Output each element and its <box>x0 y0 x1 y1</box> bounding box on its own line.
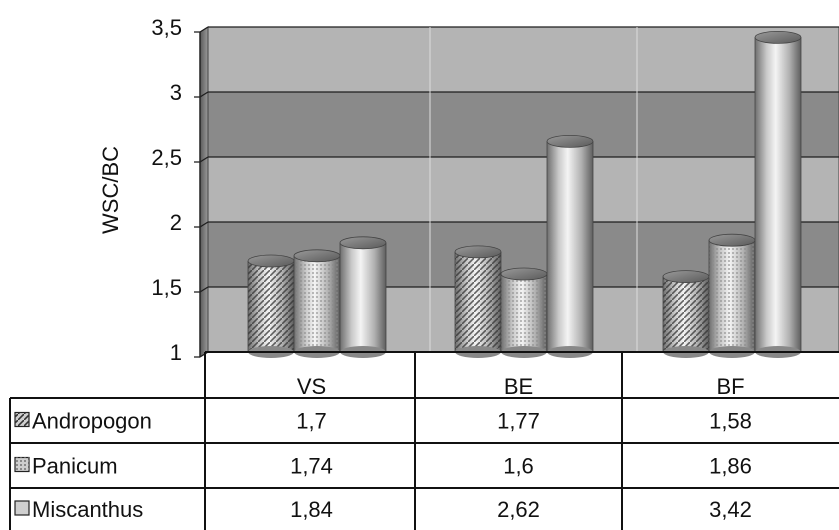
bar-cap <box>293 249 341 263</box>
bar-andropogon-bf <box>662 270 710 358</box>
gridline-side <box>199 91 209 98</box>
bar-pattern <box>248 261 294 352</box>
y-axis: 1 1,5 2 2,5 3 3,5 <box>151 15 201 365</box>
data-label: 1,58 <box>709 409 752 434</box>
data-table: VS BE BF Andropogon 1,7 1,77 1,58 Panicum 1,74 1,… <box>9 351 839 530</box>
bar-miscanthus-be <box>546 134 594 358</box>
bar-cap <box>708 233 756 247</box>
bar-cap <box>754 31 802 44</box>
data-label: 1,84 <box>290 497 333 522</box>
y-tick-label: 2 <box>170 210 182 235</box>
legend-swatch-pattern <box>15 412 29 427</box>
bar-panicum-vs <box>293 249 341 358</box>
bar-pattern <box>455 251 501 352</box>
legend-key-andropogon <box>14 411 30 428</box>
bar-cap <box>247 254 295 268</box>
bar-miscanthus-vs <box>339 236 387 358</box>
bar-cap <box>500 267 548 281</box>
bar-pattern <box>663 276 709 352</box>
legend-label: Miscanthus <box>32 497 143 522</box>
legend-label: Panicum <box>32 454 118 479</box>
bar-panicum-be <box>500 267 548 358</box>
bar-cap <box>662 270 710 284</box>
legend-swatch <box>14 500 30 516</box>
y-axis-title: WSC/BC <box>98 146 123 234</box>
bar-panicum-bf <box>708 233 756 358</box>
data-label: 1,7 <box>296 409 327 434</box>
gridline-side <box>199 221 209 228</box>
bar-body <box>340 242 386 352</box>
data-label: 3,42 <box>709 497 752 522</box>
bar-miscanthus-bf <box>754 31 802 358</box>
y-tick-label: 3,5 <box>151 15 182 40</box>
plot-band <box>208 157 839 222</box>
gridline-side <box>199 156 209 163</box>
y-tick-label: 2,5 <box>151 145 182 170</box>
data-label: 1,77 <box>497 409 540 434</box>
y-tick-label: 1 <box>170 340 182 365</box>
bar-pattern <box>501 274 547 352</box>
y-tick-label: 1,5 <box>151 275 182 300</box>
gridline-side <box>199 286 209 293</box>
bars <box>247 31 802 358</box>
category-label: BF <box>716 374 744 399</box>
bar-pattern <box>709 240 755 352</box>
data-label: 1,6 <box>503 454 534 479</box>
y-tick-label: 3 <box>170 80 182 105</box>
plot-band <box>208 92 839 157</box>
bar-cap <box>339 236 387 250</box>
category-label: BE <box>504 374 533 399</box>
legend-label: Andropogon <box>32 409 152 434</box>
bar-pattern <box>294 255 340 352</box>
plot-side-wall <box>199 26 209 358</box>
bar-andropogon-be <box>454 245 502 358</box>
data-label: 2,62 <box>497 497 540 522</box>
bar-cap <box>454 245 502 259</box>
bar-cap <box>546 134 594 148</box>
data-label: 1,74 <box>290 454 333 479</box>
bar-body <box>547 141 593 352</box>
data-label: 1,86 <box>709 454 752 479</box>
legend-key-panicum <box>14 456 30 473</box>
gridline-side <box>199 26 209 33</box>
plot-band <box>208 27 839 92</box>
bar-body <box>755 37 801 353</box>
legend-key-miscanthus <box>14 500 30 516</box>
category-label: VS <box>297 374 326 399</box>
legend-swatch-pattern <box>15 457 29 472</box>
bar-andropogon-vs <box>247 254 295 358</box>
